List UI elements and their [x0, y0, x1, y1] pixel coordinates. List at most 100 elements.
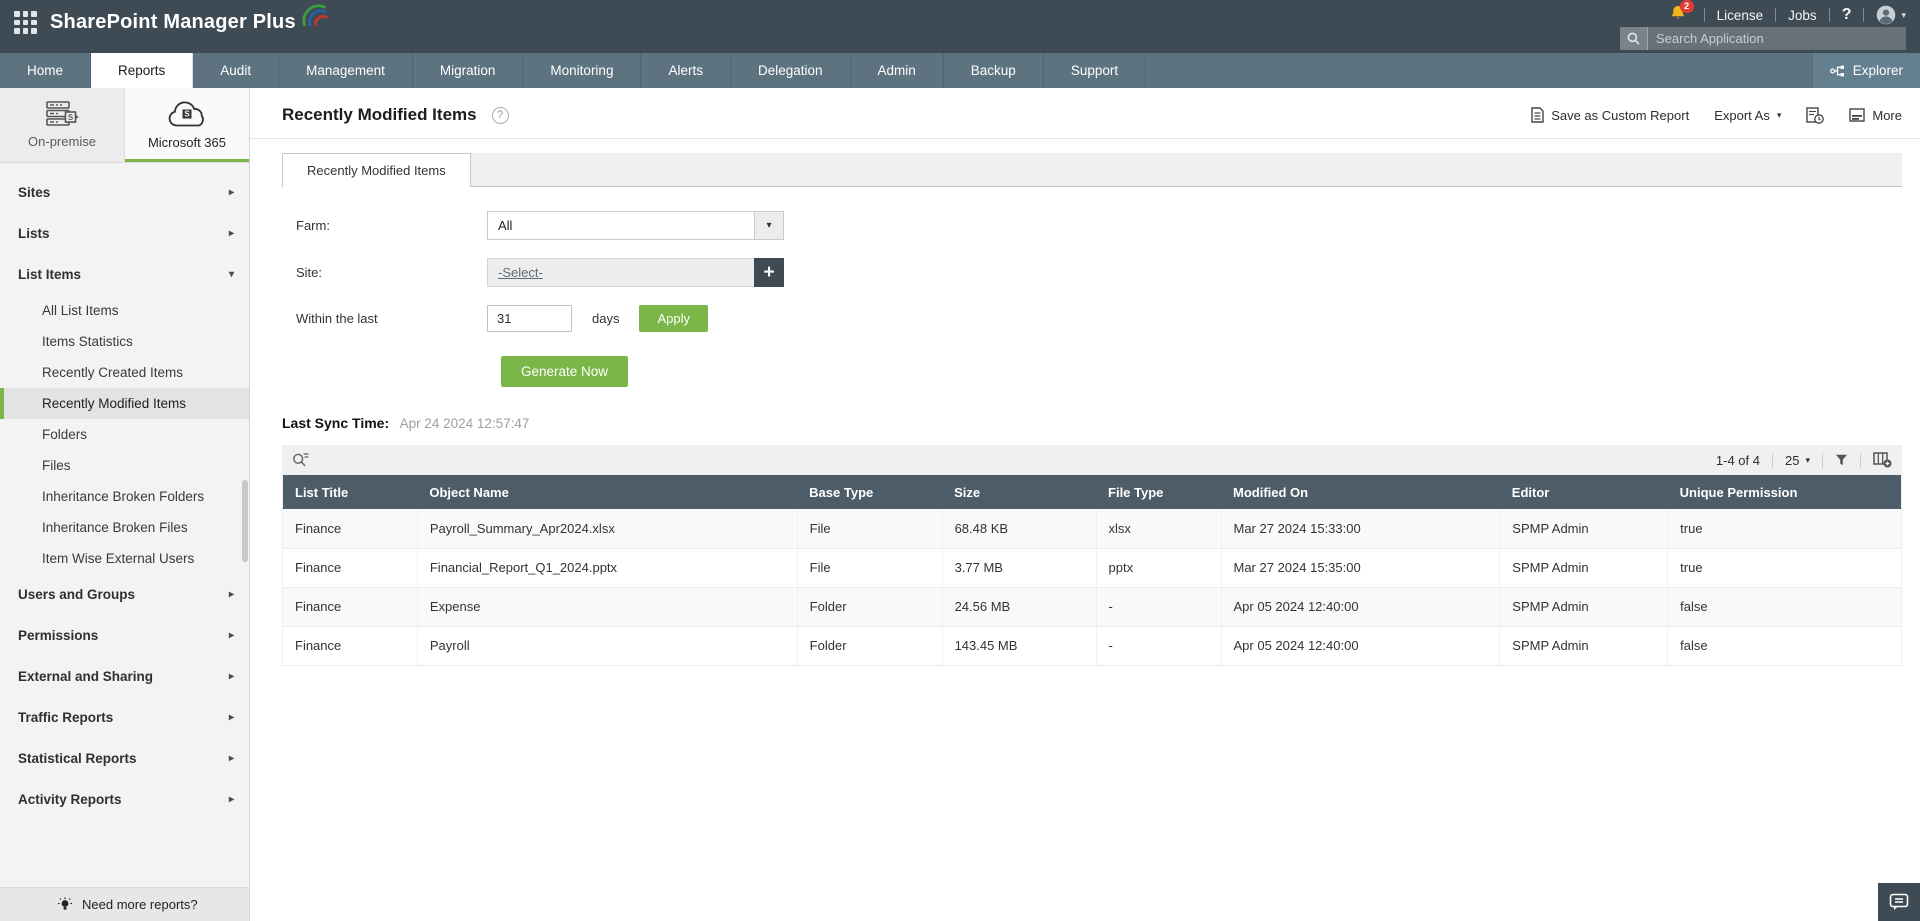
nav-tab[interactable]: Backup: [944, 53, 1044, 88]
within-last-label: Within the last: [296, 311, 378, 326]
sidebar-item-label: Inheritance Broken Folders: [42, 489, 205, 504]
sidebar-item-label: Traffic Reports: [18, 710, 114, 725]
sidebar-item[interactable]: Activity Reports ▸: [0, 779, 249, 820]
table-row[interactable]: Finance Payroll Folder 143.45 MB - Apr 0…: [282, 626, 1902, 666]
chevron-icon: ▸: [228, 630, 234, 641]
table-search-icon[interactable]: [292, 452, 309, 468]
site-select-link[interactable]: -Select-: [498, 265, 543, 280]
sidebar-item[interactable]: List Items ▾: [0, 254, 249, 295]
farm-select[interactable]: All ▾: [487, 211, 784, 240]
cell-editor: SPMP Admin: [1499, 626, 1669, 666]
column-header[interactable]: Object Name: [417, 475, 798, 509]
sidebar-item[interactable]: Folders: [0, 419, 249, 450]
nav-tab[interactable]: Reports: [91, 53, 194, 88]
nav-tab[interactable]: Migration: [413, 53, 524, 88]
sidebar-item[interactable]: Statistical Reports ▸: [0, 738, 249, 779]
filter-funnel-icon[interactable]: [1835, 454, 1848, 466]
search-input[interactable]: [1648, 31, 1906, 46]
nav-tab[interactable]: Home: [0, 53, 92, 88]
brand-swoosh-icon: [302, 4, 328, 27]
add-site-button[interactable]: +: [754, 258, 784, 287]
help-link[interactable]: ?: [1841, 6, 1852, 23]
sidebar-item[interactable]: Lists ▸: [0, 213, 249, 254]
sidebar-item[interactable]: All List Items: [0, 295, 249, 326]
main-content: Recently Modified Items ? Save as Custom…: [250, 88, 1920, 921]
site-select-field[interactable]: -Select- +: [487, 258, 784, 287]
save-as-custom-report-button[interactable]: Save as Custom Report: [1531, 107, 1689, 123]
divider: [1822, 452, 1823, 468]
sidebar-item[interactable]: Files: [0, 450, 249, 481]
nav-tab[interactable]: Management: [279, 53, 413, 88]
need-more-reports[interactable]: Need more reports?: [0, 887, 249, 921]
divider: [1703, 8, 1705, 22]
column-header[interactable]: Modified On: [1221, 475, 1500, 509]
license-link[interactable]: License: [1716, 7, 1764, 23]
report-help-icon[interactable]: ?: [491, 106, 509, 124]
nav-tab[interactable]: Admin: [851, 53, 944, 88]
jobs-link[interactable]: Jobs: [1788, 7, 1817, 23]
sidebar-item[interactable]: External and Sharing ▸: [0, 656, 249, 697]
table-row[interactable]: Finance Payroll_Summary_Apr2024.xlsx Fil…: [282, 509, 1902, 549]
sidebar-item[interactable]: Items Statistics: [0, 326, 249, 357]
search-icon[interactable]: [1620, 27, 1648, 50]
cell-file-type: -: [1096, 587, 1222, 627]
nav-tab[interactable]: Support: [1044, 53, 1147, 88]
report-tabstrip: Recently Modified Items: [282, 153, 1902, 187]
nav-tab[interactable]: Monitoring: [523, 53, 642, 88]
column-header[interactable]: Size: [942, 475, 1097, 509]
nav-tab[interactable]: Audit: [193, 53, 280, 88]
nav-tab[interactable]: Delegation: [731, 53, 851, 88]
cell-modified-on: Apr 05 2024 12:40:00: [1221, 626, 1501, 666]
export-as-button[interactable]: Export As ▾: [1714, 108, 1781, 123]
column-chooser-icon[interactable]: [1873, 452, 1892, 468]
generate-now-button[interactable]: Generate Now: [501, 356, 629, 387]
source-tab-on-premise[interactable]: S On-premise: [0, 88, 125, 162]
sidebar-item-label: List Items: [18, 267, 82, 282]
column-header[interactable]: Unique Permission: [1667, 475, 1902, 509]
table-header-row: List Title Object Name Base Type Size File T…: [282, 475, 1902, 509]
avatar-icon: [1877, 5, 1896, 25]
chevron-down-icon[interactable]: ▾: [754, 212, 783, 239]
app-grid-icon[interactable]: [14, 11, 37, 34]
table-toolbar-right: 1-4 of 4 25 ▾: [1716, 452, 1892, 468]
sidebar-item-label: Users and Groups: [18, 587, 136, 602]
sidebar-item[interactable]: Inheritance Broken Folders: [0, 481, 249, 512]
more-icon: [1849, 108, 1866, 122]
user-menu[interactable]: ▾: [1876, 5, 1906, 25]
more-label: More: [1872, 107, 1902, 123]
sidebar-item[interactable]: Inheritance Broken Files: [0, 512, 249, 543]
notifications-bell-icon[interactable]: 2: [1670, 0, 1694, 25]
sidebar-item[interactable]: Traffic Reports ▸: [0, 697, 249, 738]
column-header[interactable]: File Type: [1096, 475, 1221, 509]
sidebar-item[interactable]: Item Wise External Users: [0, 543, 249, 574]
feedback-chat-button[interactable]: [1878, 883, 1920, 921]
column-header[interactable]: Editor: [1499, 475, 1668, 509]
report-table: 1-4 of 4 25 ▾: [282, 445, 1902, 666]
table-row[interactable]: Finance Financial_Report_Q1_2024.pptx Fi…: [282, 548, 1902, 588]
nav-tabs: Home Reports Audit Management Migration …: [0, 53, 1147, 88]
sidebar-item-label: Permissions: [18, 628, 99, 643]
apply-button[interactable]: Apply: [639, 305, 708, 332]
sidebar-scrollbar[interactable]: [242, 480, 248, 562]
sidebar-item[interactable]: Permissions ▸: [0, 615, 249, 656]
column-header[interactable]: Base Type: [797, 475, 943, 509]
sidebar-item[interactable]: Recently Modified Items: [0, 388, 249, 419]
content-header: Recently Modified Items ? Save as Custom…: [250, 88, 1920, 125]
cell-list-title: Finance: [282, 587, 418, 627]
more-button[interactable]: More: [1849, 108, 1902, 123]
sidebar-item[interactable]: Sites ▸: [0, 172, 249, 213]
nav-tab[interactable]: Alerts: [641, 53, 731, 88]
cell-modified-on: Mar 27 2024 15:33:00: [1221, 509, 1501, 549]
page-size-select[interactable]: 25 ▾: [1785, 453, 1810, 468]
schedule-report-button[interactable]: [1806, 106, 1825, 124]
table-row[interactable]: Finance Expense Folder 24.56 MB - Apr 05…: [282, 587, 1902, 627]
source-tab-microsoft-365[interactable]: S Microsoft 365: [125, 88, 249, 162]
explorer-button[interactable]: Explorer: [1811, 53, 1920, 88]
tab-recently-modified-items[interactable]: Recently Modified Items: [282, 153, 471, 187]
cell-base-type: Folder: [797, 587, 943, 627]
sidebar-item[interactable]: Recently Created Items: [0, 357, 249, 388]
main-nav: Home Reports Audit Management Migration …: [0, 53, 1920, 88]
column-header[interactable]: List Title: [282, 475, 418, 509]
sidebar-item[interactable]: Users and Groups ▸: [0, 574, 249, 615]
days-input[interactable]: [487, 305, 572, 332]
